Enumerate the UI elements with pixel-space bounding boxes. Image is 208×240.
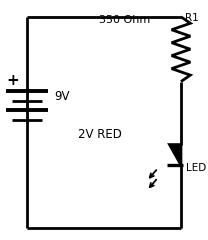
Text: 9V: 9V xyxy=(54,90,70,102)
Text: R1: R1 xyxy=(185,13,199,23)
Text: 350 Ohm: 350 Ohm xyxy=(99,15,150,25)
Text: LED: LED xyxy=(186,163,206,173)
Text: +: + xyxy=(6,73,19,88)
Polygon shape xyxy=(170,144,181,165)
Text: 2V RED: 2V RED xyxy=(78,128,122,141)
